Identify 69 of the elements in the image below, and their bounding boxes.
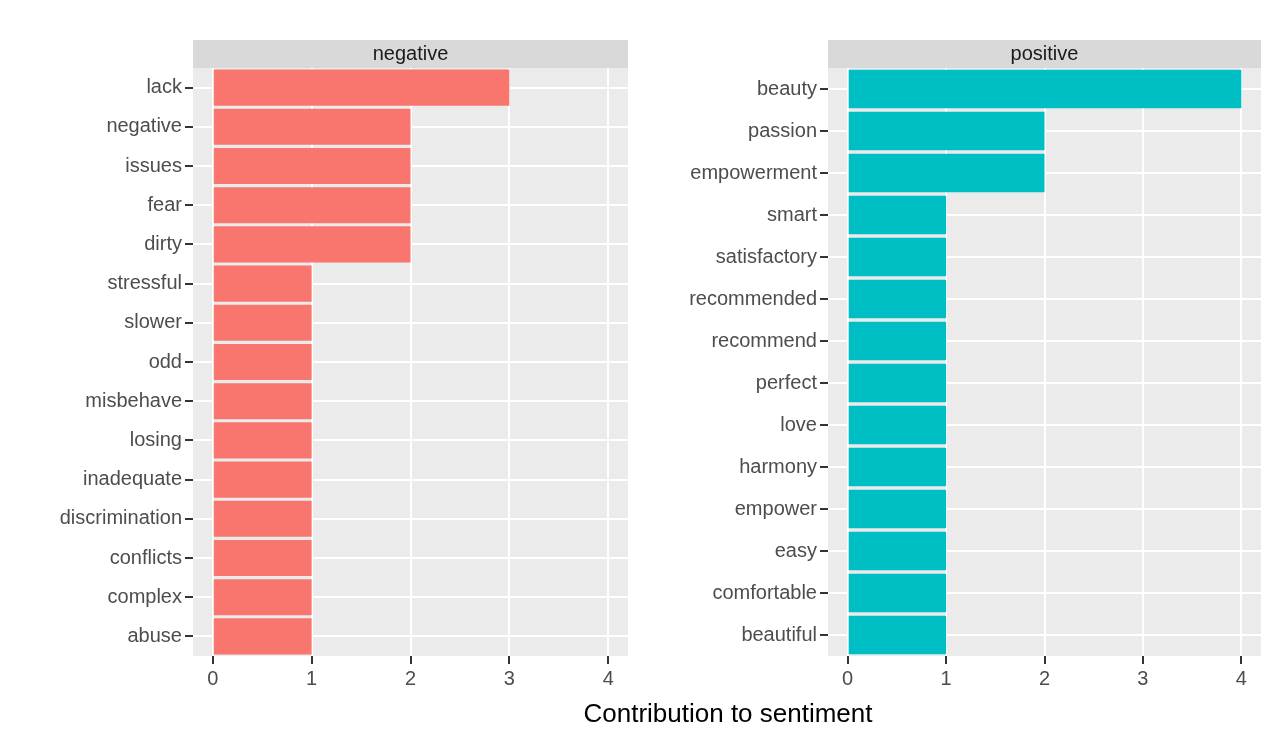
bar [213,265,312,302]
y-tick-label: issues [125,153,182,176]
y-tick-label: beauty [756,76,817,99]
y-tick-label: inadequate [83,467,182,490]
bar [848,615,947,655]
x-tick-label: 2 [404,666,417,689]
y-tick-label: empowerment [690,160,818,183]
bar [848,153,1045,193]
y-tick-label: passion [748,118,817,141]
bar [848,573,947,613]
y-tick-label: comfortable [712,580,817,603]
bar [213,187,411,224]
y-tick-label: perfect [755,370,818,393]
bar [848,321,947,361]
y-tick-label: smart [767,202,818,225]
bar [848,195,947,235]
bar [848,363,947,403]
y-tick-label: abuse [127,623,182,646]
bar [213,500,312,537]
bar [213,147,411,185]
x-tick-label: 3 [1137,666,1149,689]
y-tick-label: empower [734,496,818,519]
y-tick-label: recommended [689,286,817,309]
x-axis-title: Contribution to sentiment [582,698,874,729]
bar [213,461,312,498]
chart-title: negative [372,41,449,64]
y-tick-label: lack [146,75,183,98]
bar [848,405,947,445]
y-tick-label: discrimination [59,506,182,529]
y-tick-label: negative [106,114,182,137]
y-tick-label: satisfactory [715,244,817,267]
y-tick-label: fear [147,192,183,215]
x-tick-label: 4 [602,666,614,689]
y-tick-label: conflicts [109,545,182,568]
chart-title: positive [1010,41,1079,64]
y-tick-label: love [780,412,817,435]
y-tick-label: misbehave [85,388,182,411]
bar [848,489,947,529]
y-tick-label: harmony [739,454,817,477]
bar [213,343,312,381]
bar [848,111,1045,151]
x-tick-label: 2 [1038,666,1051,689]
y-tick-label: losing [129,427,182,450]
y-tick-label: recommend [711,328,817,351]
bar [213,618,312,655]
x-tick-label: 1 [306,666,318,689]
y-tick-label: odd [148,349,182,372]
bar [213,422,312,459]
x-tick-label: 0 [842,666,854,689]
bar [213,304,312,341]
x-tick-label: 4 [1235,666,1247,689]
y-tick-label: complex [107,584,182,607]
y-tick-label: dirty [144,231,182,254]
bar [213,383,312,420]
y-tick-label: beautiful [741,622,817,645]
y-tick-label: easy [774,538,817,561]
bar [213,226,411,263]
bar [213,108,411,145]
bar [848,531,947,571]
x-tick-label: 1 [940,666,952,689]
x-tick-label: 0 [207,666,219,689]
bar [213,539,312,577]
bar [848,237,947,277]
bar [213,579,312,616]
bar [848,279,947,319]
y-tick-label: slower [124,310,183,333]
y-tick-label: stressful [107,271,182,294]
x-tick-label: 3 [503,666,515,689]
bar [848,447,947,487]
